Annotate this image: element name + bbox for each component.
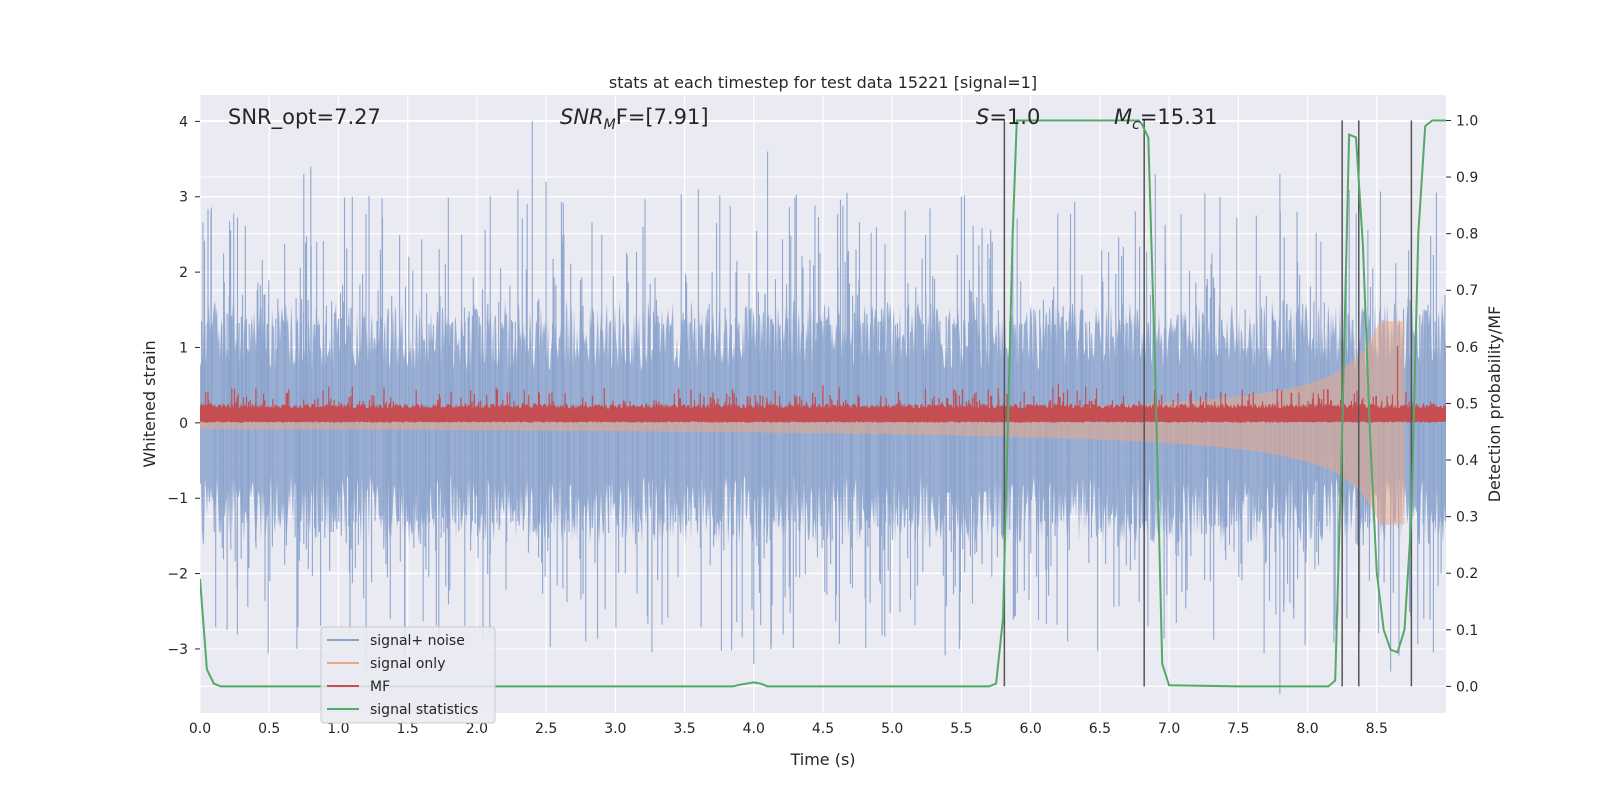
series-mf-spikes [205, 346, 1431, 416]
x-tick-label: 4.0 [743, 721, 765, 737]
x-tick-label: 2.5 [535, 721, 557, 737]
legend-label-signal-statistics: signal statistics [370, 702, 478, 718]
y-tick-label: 2 [179, 265, 188, 281]
y-tick-label: −2 [167, 567, 188, 583]
y-tick-label: 4 [179, 114, 188, 130]
y-right-tick-label: 0.5 [1456, 396, 1478, 412]
y-right-tick-label: 0.8 [1456, 227, 1478, 243]
y-right-axis-label: Detection probability/MF [1485, 306, 1504, 503]
y-tick-label: 1 [179, 340, 188, 356]
x-tick-label: 1.5 [397, 721, 419, 737]
y-right-tick-label: 0.1 [1456, 623, 1478, 639]
y-right-tick-label: 0.6 [1456, 340, 1478, 356]
legend-box [320, 626, 496, 724]
y-right-tick-label: 1.0 [1456, 113, 1478, 129]
series-signal-only [200, 321, 1405, 525]
y-right-tick-label: 0.4 [1456, 453, 1478, 469]
y-axis-label: Whitened strain [140, 340, 159, 467]
x-tick-label: 1.0 [327, 721, 349, 737]
x-tick-label: 4.5 [812, 721, 834, 737]
annotation-mc: Mc=15.31 [1114, 105, 1218, 133]
y-tick-label: −3 [167, 642, 188, 658]
legend-label-signal-noise: signal+ noise [370, 633, 465, 649]
x-tick-label: 8.5 [1366, 721, 1388, 737]
y-right-tick-label: 0.9 [1456, 170, 1478, 186]
x-tick-label: 7.0 [1158, 721, 1180, 737]
legend: signal+ noise signal only MF signal stat… [320, 626, 496, 724]
y-right-axis-ticks: 0.0 0.1 0.2 0.3 0.4 0.5 0.6 0.7 0.8 0.9 1.0 [1446, 113, 1478, 695]
y-right-tick-label: 0.7 [1456, 283, 1478, 299]
x-tick-label: 3.0 [604, 721, 626, 737]
annotation-snr-mf: SNRMF=[7.91] [560, 105, 709, 133]
y-right-tick-label: 0.3 [1456, 510, 1478, 526]
x-tick-label: 6.5 [1089, 721, 1111, 737]
chart-title: stats at each timestep for test data 152… [609, 73, 1037, 92]
y-tick-label: 0 [179, 416, 188, 432]
x-tick-label: 6.0 [1020, 721, 1042, 737]
annotation-snr-opt: SNR_opt=7.27 [228, 105, 381, 130]
x-tick-label: 8.0 [1296, 721, 1318, 737]
x-tick-label: 5.5 [950, 721, 972, 737]
y-axis-ticks: −3 −2 −1 0 1 2 3 4 [167, 114, 200, 658]
y-right-tick-label: 0.2 [1456, 566, 1478, 582]
y-tick-label: −1 [167, 491, 188, 507]
series-signal-statistics [200, 119, 1446, 688]
x-tick-label: 3.5 [673, 721, 695, 737]
x-tick-label: 0.5 [258, 721, 280, 737]
y-tick-label: 3 [179, 190, 188, 206]
y-right-tick-label: 0.0 [1456, 679, 1478, 695]
annotation-s: S=1.0 [976, 105, 1040, 129]
x-axis-ticks: 0.0 0.5 1.0 1.5 2.0 2.5 3.0 3.5 4.0 4.5 5.0 5.5 6.0 6… [189, 721, 1388, 737]
legend-label-signal-only: signal only [370, 656, 445, 672]
legend-label-mf: MF [370, 679, 390, 695]
x-tick-label: 5.0 [881, 721, 903, 737]
x-tick-label: 2.0 [466, 721, 488, 737]
x-axis-label: Time (s) [789, 750, 855, 769]
x-tick-label: 0.0 [189, 721, 211, 737]
x-tick-label: 7.5 [1227, 721, 1249, 737]
